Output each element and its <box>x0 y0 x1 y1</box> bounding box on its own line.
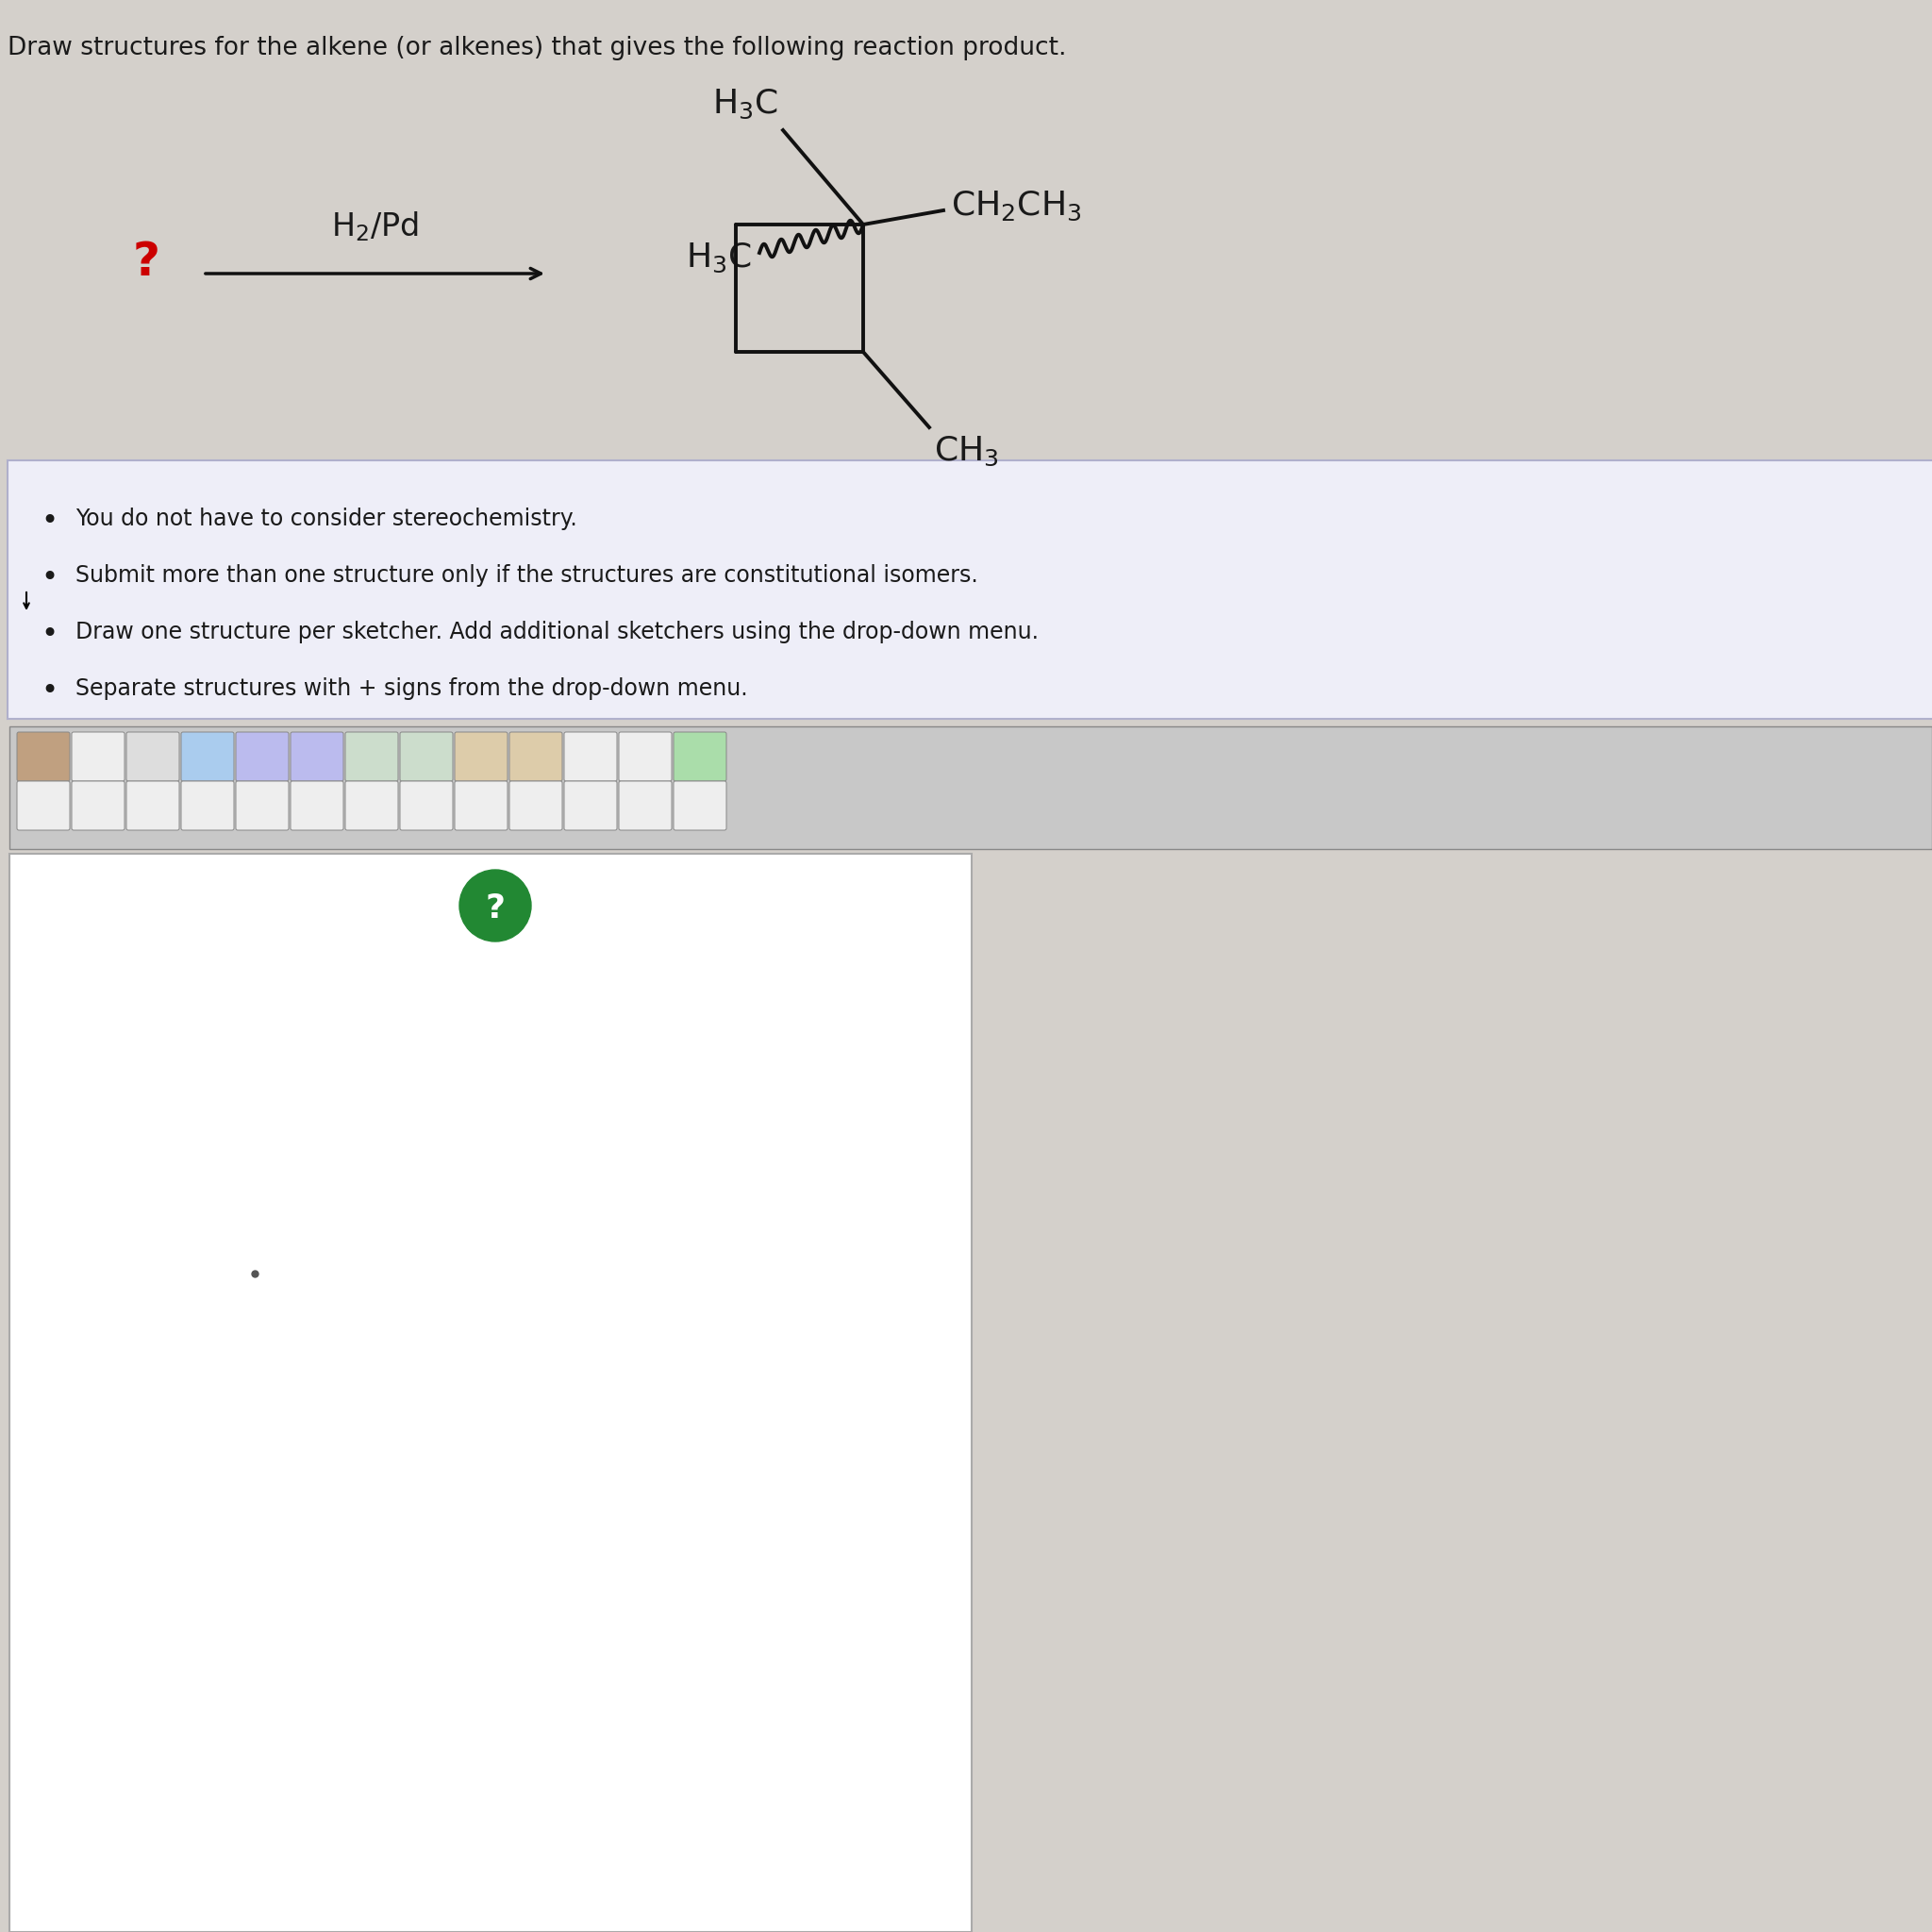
Text: $\mathregular{H_3C}$: $\mathregular{H_3C}$ <box>713 87 779 120</box>
FancyBboxPatch shape <box>8 460 1932 719</box>
FancyBboxPatch shape <box>10 726 1932 848</box>
FancyBboxPatch shape <box>236 781 288 831</box>
FancyBboxPatch shape <box>564 781 616 831</box>
FancyBboxPatch shape <box>510 781 562 831</box>
Text: $\mathregular{H_3C}$: $\mathregular{H_3C}$ <box>686 242 752 274</box>
FancyBboxPatch shape <box>290 732 344 781</box>
Text: Separate structures with + signs from the drop-down menu.: Separate structures with + signs from th… <box>75 678 748 699</box>
FancyBboxPatch shape <box>0 0 1932 452</box>
FancyBboxPatch shape <box>618 781 672 831</box>
FancyBboxPatch shape <box>346 732 398 781</box>
FancyBboxPatch shape <box>400 732 452 781</box>
Text: •: • <box>41 620 58 647</box>
FancyBboxPatch shape <box>290 781 344 831</box>
Text: Draw one structure per sketcher. Add additional sketchers using the drop-down me: Draw one structure per sketcher. Add add… <box>75 620 1039 643</box>
Circle shape <box>460 869 531 941</box>
Text: $\mathregular{H_2}$/Pd: $\mathregular{H_2}$/Pd <box>330 211 419 243</box>
FancyBboxPatch shape <box>510 732 562 781</box>
Text: •: • <box>41 564 58 591</box>
FancyBboxPatch shape <box>674 732 726 781</box>
FancyBboxPatch shape <box>182 732 234 781</box>
FancyBboxPatch shape <box>126 732 180 781</box>
FancyBboxPatch shape <box>346 781 398 831</box>
FancyBboxPatch shape <box>454 781 508 831</box>
Text: Submit more than one structure only if the structures are constitutional isomers: Submit more than one structure only if t… <box>75 564 978 587</box>
Text: $\mathregular{CH_2CH_3}$: $\mathregular{CH_2CH_3}$ <box>951 189 1082 222</box>
FancyBboxPatch shape <box>564 732 616 781</box>
Text: ?: ? <box>485 893 504 925</box>
Text: •: • <box>41 678 58 705</box>
Text: •: • <box>41 508 58 535</box>
FancyBboxPatch shape <box>454 732 508 781</box>
Text: $\mathregular{CH_3}$: $\mathregular{CH_3}$ <box>933 435 999 468</box>
Text: You do not have to consider stereochemistry.: You do not have to consider stereochemis… <box>75 508 578 529</box>
FancyBboxPatch shape <box>618 732 672 781</box>
FancyBboxPatch shape <box>71 732 124 781</box>
FancyBboxPatch shape <box>17 781 70 831</box>
FancyBboxPatch shape <box>236 732 288 781</box>
FancyBboxPatch shape <box>400 781 452 831</box>
FancyBboxPatch shape <box>17 732 70 781</box>
FancyBboxPatch shape <box>182 781 234 831</box>
Text: ?: ? <box>133 240 160 284</box>
Text: Draw structures for the alkene (or alkenes) that gives the following reaction pr: Draw structures for the alkene (or alken… <box>8 37 1066 60</box>
FancyBboxPatch shape <box>674 781 726 831</box>
FancyBboxPatch shape <box>71 781 124 831</box>
FancyBboxPatch shape <box>10 854 972 1932</box>
FancyBboxPatch shape <box>126 781 180 831</box>
